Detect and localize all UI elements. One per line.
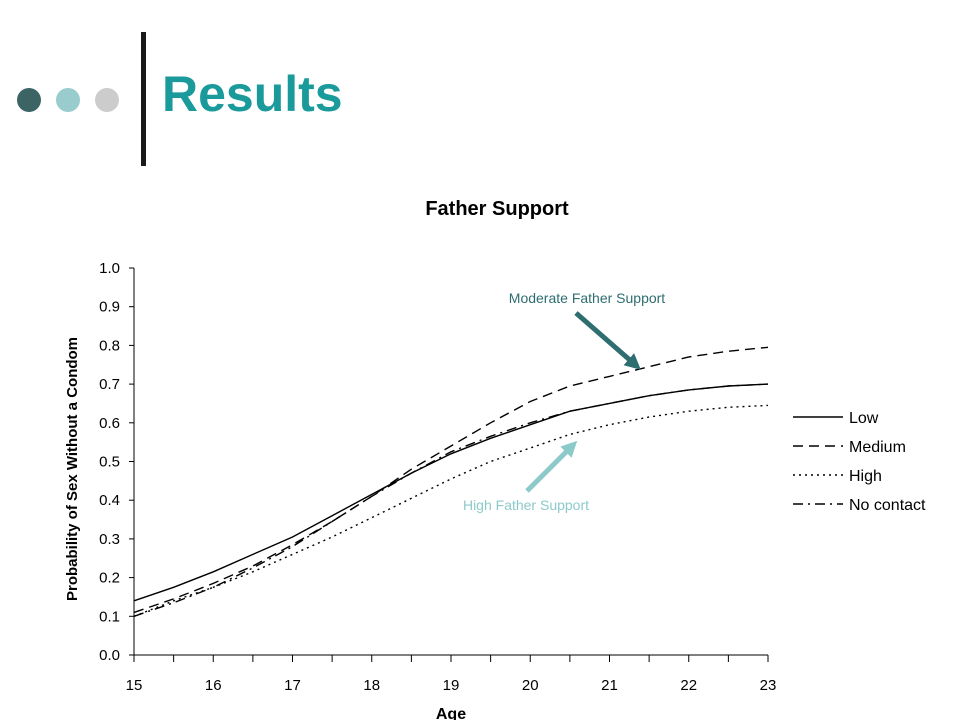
y-tick-label: 0.5: [99, 454, 120, 471]
slide-title: Results: [162, 66, 343, 122]
y-tick-label: 0.8: [99, 337, 120, 354]
x-tick-label: 15: [126, 677, 143, 694]
y-tick-label: 0.0: [99, 647, 120, 664]
y-axis-label: Probability of Sex Without a Condom: [64, 337, 81, 601]
y-tick-label: 0.4: [99, 492, 120, 509]
x-tick-label: 21: [601, 677, 618, 694]
decor-dot-grey: [95, 88, 119, 112]
y-tick-label: 0.6: [99, 415, 120, 432]
y-tick-label: 0.2: [99, 570, 120, 587]
series-line-low: [133, 383, 769, 602]
x-tick-label: 16: [205, 677, 222, 694]
legend-label: High: [849, 468, 882, 485]
series-line-high: [133, 404, 769, 617]
y-tick-label: 0.3: [99, 531, 120, 548]
y-tick-label: 0.7: [99, 376, 120, 393]
legend-label: Medium: [849, 439, 906, 456]
x-tick-label: 19: [443, 677, 460, 694]
x-axis-label: Age: [436, 706, 466, 720]
annotation-high: High Father Support: [463, 497, 589, 513]
title-divider: [141, 32, 146, 166]
y-tick-label: 0.9: [99, 299, 120, 316]
x-tick-label: 17: [284, 677, 301, 694]
decor-dot-dark: [17, 88, 41, 112]
decor-dot-teal: [56, 88, 80, 112]
series-line-medium: [133, 346, 769, 614]
x-tick-label: 22: [680, 677, 697, 694]
y-tick-label: 1.0: [99, 260, 120, 277]
x-tick-label: 23: [760, 677, 777, 694]
annotation-arrow-moderate: [574, 311, 641, 370]
chart-title: Father Support: [425, 198, 569, 220]
legend-label: Low: [849, 410, 879, 427]
y-tick-label: 0.1: [99, 608, 120, 625]
x-tick-label: 18: [363, 677, 380, 694]
x-tick-label: 20: [522, 677, 539, 694]
annotation-arrow-high: [525, 440, 578, 493]
series-line-no-contact: [133, 383, 769, 617]
legend-label: No contact: [849, 497, 926, 514]
annotation-moderate: Moderate Father Support: [509, 290, 666, 306]
